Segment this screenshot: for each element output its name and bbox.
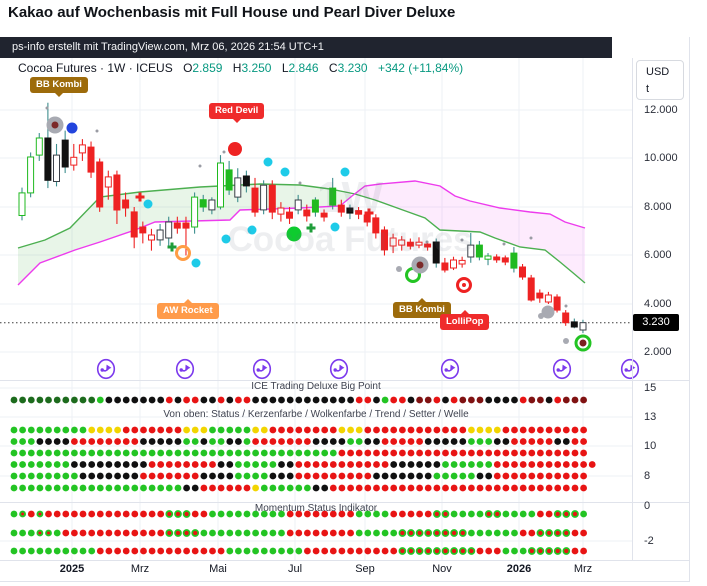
panel2-title: Von oben: Status / Kerzenfarbe / Wolkenf…: [163, 409, 469, 420]
time-axis-label[interactable]: Sep: [355, 563, 375, 575]
momentum-dot-row-2: [10, 529, 587, 537]
signal-markers: [45, 106, 592, 352]
stack-dot-row-setter: [10, 472, 587, 480]
stack-dot-row-trend: [10, 461, 596, 468]
momentum-dot-row-3: [10, 547, 587, 555]
time-axis-label[interactable]: Mrz: [573, 563, 593, 575]
indicator-scale-label[interactable]: 15: [644, 382, 657, 394]
big-point-dot-row: [10, 396, 587, 404]
price-scale-label[interactable]: 8.000: [644, 201, 672, 213]
indicator-scale-label[interactable]: 10: [644, 440, 657, 452]
grid: [0, 58, 632, 560]
momentum-dot-row-1: [10, 510, 587, 518]
indicator-scale-label[interactable]: 8: [644, 470, 651, 482]
panel3-title: Momentum Status Indikator: [254, 503, 378, 514]
candles[interactable]: [18, 102, 587, 334]
legend-close-label: C: [328, 61, 338, 75]
price-scale-label[interactable]: 4.000: [644, 298, 672, 310]
price-scale-label[interactable]: 12.000: [644, 104, 678, 116]
info-bar-text: ps-info erstellt mit TradingView.com, Mr…: [12, 41, 324, 53]
pane-separators: [0, 37, 690, 582]
time-axis-label[interactable]: 2026: [506, 563, 532, 575]
signal-tag-aw-rocket[interactable]: AW Rocket: [157, 299, 219, 319]
legend-high-label: H: [232, 61, 242, 75]
legend-open-label: O: [183, 61, 193, 75]
time-axis-label[interactable]: 2025: [59, 563, 85, 575]
tag-pointer: [231, 118, 242, 123]
time-axis-label[interactable]: Mrz: [130, 563, 150, 575]
continuation-arrow-icons[interactable]: [96, 358, 640, 380]
price-scale-label[interactable]: 6.000: [644, 249, 672, 261]
page-title: Kakao auf Wochenbasis mit Full House und…: [8, 4, 456, 21]
unit-ton: t: [646, 83, 650, 95]
price-scale-unit-box[interactable]: USD t: [636, 60, 684, 100]
legend-open-value: 2.859: [192, 61, 223, 75]
indicator-scale-label[interactable]: 0: [644, 500, 651, 512]
signal-tag-red-devil[interactable]: Red Devil: [209, 103, 265, 123]
stack-dot-row-welle: [10, 484, 587, 492]
stack-dot-row-kerzenfarbe: [10, 438, 587, 445]
stack-dot-row-wolkenfarbe: [10, 449, 587, 457]
current-price-tag: 3.230: [633, 314, 679, 331]
time-axis-label[interactable]: Nov: [432, 563, 452, 575]
panel1-title: ICE Trading Deluxe Big Point: [251, 381, 381, 392]
legend-low-label: L: [281, 61, 289, 75]
signal-tag-bb-kombi[interactable]: BB Kombi: [393, 298, 451, 318]
legend-high-value: 3.250: [241, 61, 272, 75]
signal-tag-lollipop[interactable]: LolliPop: [440, 310, 490, 330]
tag-pointer: [416, 298, 427, 303]
unit-currency: USD: [646, 66, 670, 78]
symbol-legend[interactable]: Cocoa Futures · 1W · ICEUS O2.859 H3.250…: [18, 61, 463, 75]
legend-low-value: 2.846: [288, 61, 319, 75]
indicator-scale-label[interactable]: -2: [644, 535, 654, 547]
price-scale-label[interactable]: 2.000: [644, 346, 672, 358]
bollinger-cloud: [17, 180, 586, 286]
indicator-scale-label[interactable]: 13: [644, 411, 657, 423]
tag-pointer: [53, 92, 64, 97]
tag-pointer: [459, 310, 470, 315]
tag-pointer: [182, 299, 193, 304]
legend-change: +342 (+11,84%): [377, 61, 464, 75]
legend-symbol[interactable]: Cocoa Futures · 1W · ICEUS: [18, 61, 173, 75]
stack-dot-row-status: [10, 426, 587, 434]
signal-tag-bb-kombi[interactable]: BB Kombi: [30, 77, 88, 97]
info-bar: ps-info erstellt mit TradingView.com, Mr…: [0, 37, 612, 58]
price-scale-label[interactable]: 10.000: [644, 152, 678, 164]
time-axis-label[interactable]: Jul: [287, 563, 303, 575]
legend-close-value: 3.230: [337, 61, 368, 75]
time-axis-label[interactable]: Mai: [209, 563, 227, 575]
